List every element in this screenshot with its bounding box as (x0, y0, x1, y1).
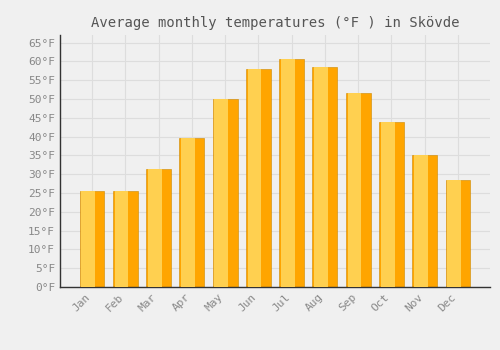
Bar (148, 168, 162, 287)
Bar (212, 99, 238, 287)
Bar (448, 180, 461, 287)
Bar (379, 121, 404, 287)
Bar (412, 155, 437, 287)
Bar (80, 191, 104, 287)
Bar (414, 155, 428, 287)
Bar (446, 180, 470, 287)
Bar (281, 60, 295, 287)
Bar (146, 168, 171, 287)
Bar (381, 121, 394, 287)
Bar (246, 69, 271, 287)
Bar (346, 93, 370, 287)
Bar (181, 139, 195, 287)
Bar (114, 191, 128, 287)
Bar (248, 69, 262, 287)
Bar (214, 99, 228, 287)
Bar (180, 139, 204, 287)
Bar (82, 191, 95, 287)
Bar (113, 191, 138, 287)
Bar (279, 60, 304, 287)
Title: Average monthly temperatures (°F ) in Skövde: Average monthly temperatures (°F ) in Sk… (91, 16, 459, 30)
Bar (348, 93, 362, 287)
Bar (312, 67, 338, 287)
Bar (314, 67, 328, 287)
